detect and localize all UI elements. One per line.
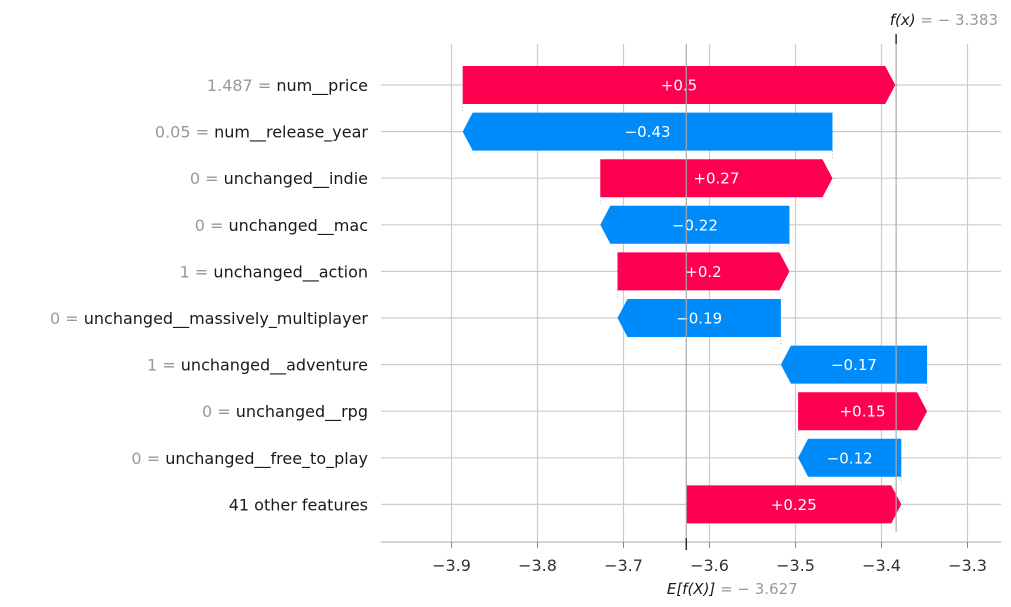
feature-name-2: unchanged__indie (224, 169, 368, 189)
bar-0 (462, 66, 896, 104)
x-tick-label-0: −3.9 (432, 556, 471, 575)
bar-8 (798, 438, 902, 477)
bar-label-3: −0.22 (672, 216, 718, 234)
feature-label-2: 0 = unchanged__indie (190, 169, 368, 189)
x-tick-label-2: −3.7 (604, 556, 643, 575)
base-value-number: = − 3.627 (720, 580, 798, 598)
feature-name-1: num__release_year (214, 123, 368, 143)
feature-name-6: unchanged__adventure (181, 356, 368, 376)
feature-name-4: unchanged__action (213, 262, 368, 282)
feature-label-8: 0 = unchanged__free_to_play (131, 449, 368, 469)
bars: +0.5 −0.43 +0.27 −0.22 +0.2 −0.19 −0.17 +0.15 −0… (462, 66, 928, 532)
x-tick-label-4: −3.5 (776, 556, 815, 575)
bar-9 (686, 485, 902, 524)
feature-name-9: 41 other features (229, 495, 368, 514)
feature-label-4: 1 = unchanged__action (180, 262, 368, 282)
bar-label-9: +0.25 (771, 496, 817, 514)
feature-value-3: 0 = (195, 216, 229, 235)
bar-3 (600, 205, 790, 244)
feature-label-7: 0 = unchanged__rpg (202, 402, 368, 422)
bar-label-2: +0.27 (693, 170, 739, 188)
bar-2 (600, 159, 833, 198)
feature-value-7: 0 = (202, 402, 236, 421)
final-value-label: f(x) (890, 11, 921, 29)
x-tick-label-5: −3.4 (862, 556, 901, 575)
bar-label-4: +0.2 (685, 263, 721, 281)
feature-label-6: 1 = unchanged__adventure (147, 356, 368, 376)
feature-label-0: 1.487 = num__price (207, 76, 368, 96)
feature-label-9: 41 other features (229, 495, 368, 514)
feature-name-3: unchanged__mac (228, 216, 368, 236)
final-value-number: = − 3.383 (920, 11, 998, 29)
feature-labels: 1.487 = num__price 0.05 = num__release_ye… (50, 76, 368, 514)
x-tick-label-3: −3.6 (690, 556, 729, 575)
feature-label-5: 0 = unchanged__massively_multiplayer (50, 309, 368, 329)
feature-value-4: 1 = (180, 262, 214, 281)
bar-1 (462, 112, 833, 151)
bar-7 (798, 392, 928, 431)
base-value-annotation: E[f(X)] = − 3.627 (667, 580, 798, 598)
bar-label-5: −0.19 (676, 310, 722, 328)
feature-value-0: 1.487 = (207, 76, 276, 95)
x-axis: −3.9 −3.8 −3.7 −3.6 −3.5 −3.4 −3.3 (381, 541, 1001, 575)
x-tick-label-1: −3.8 (518, 556, 557, 575)
final-value-annotation: f(x) = − 3.383 (890, 11, 998, 29)
feature-name-0: num__price (276, 76, 368, 96)
feature-value-8: 0 = (131, 449, 165, 468)
bar-label-6: −0.17 (831, 356, 877, 374)
feature-label-3: 0 = unchanged__mac (195, 216, 368, 236)
bar-6 (780, 345, 928, 384)
feature-label-1: 0.05 = num__release_year (155, 123, 369, 143)
bar-label-7: +0.15 (840, 403, 886, 421)
feature-value-1: 0.05 = (155, 123, 214, 142)
feature-name-5: unchanged__massively_multiplayer (84, 309, 369, 329)
feature-name-8: unchanged__free_to_play (165, 449, 368, 469)
feature-value-5: 0 = (50, 309, 84, 328)
feature-name-7: unchanged__rpg (236, 402, 368, 422)
bar-5 (617, 299, 781, 337)
bar-label-8: −0.12 (827, 449, 873, 467)
bar-label-0: +0.5 (661, 77, 697, 95)
base-value-label: E[f(X)] (667, 580, 720, 598)
bar-4 (617, 252, 790, 291)
feature-value-2: 0 = (190, 169, 224, 188)
annotations: E[f(X)] = − 3.627 f(x) = − 3.383 (667, 11, 998, 598)
feature-value-6: 1 = (147, 356, 181, 375)
x-tick-label-6: −3.3 (948, 556, 987, 575)
bar-label-1: −0.43 (625, 123, 671, 141)
